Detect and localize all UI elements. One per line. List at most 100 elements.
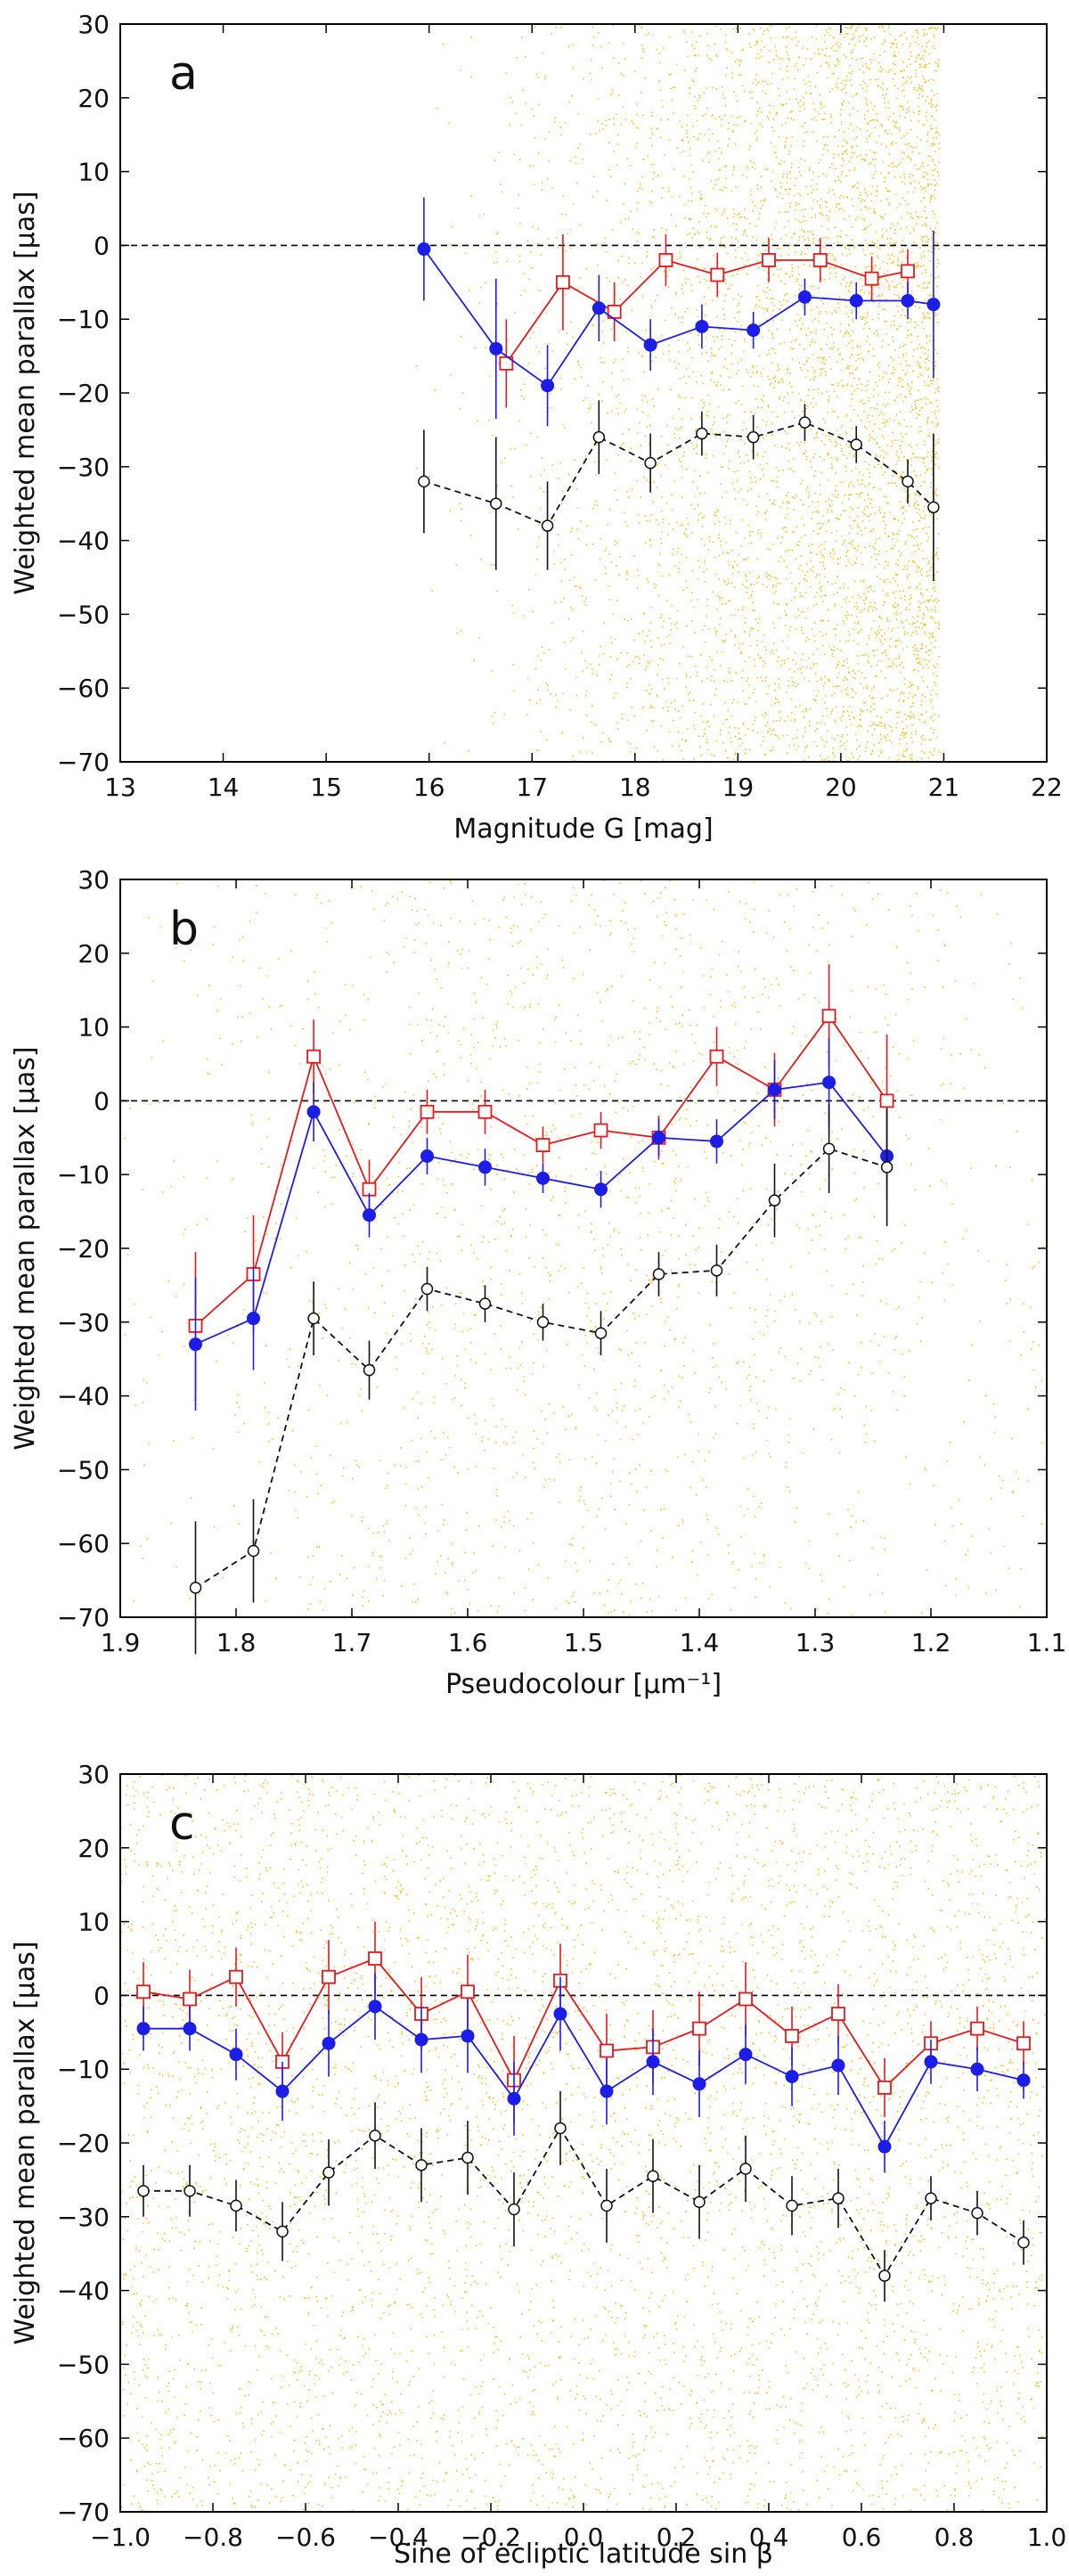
series-line-b: [195, 1148, 887, 1589]
data-point-square-b: [593, 1123, 608, 1138]
data-point-dot-b: [768, 1083, 781, 1097]
y-tick-label-c: 30: [78, 1760, 110, 1789]
y-tick-label-a: 0: [94, 231, 110, 260]
x-tick-label-b: 1.5: [564, 1628, 604, 1657]
data-point-dot-b: [652, 1131, 665, 1145]
series-black-open-circles-c: [137, 2091, 1030, 2302]
data-point-circle-b: [768, 1194, 781, 1206]
data-point-circle-b: [247, 1544, 260, 1558]
data-point-dot-b: [594, 1182, 608, 1197]
data-point-circle-a: [927, 501, 940, 514]
data-point-circle-b: [363, 1363, 376, 1377]
data-point-square-b: [821, 1009, 836, 1024]
data-point-square-a: [658, 253, 673, 267]
series-black-open-circles-b: [189, 1104, 894, 1655]
data-point-circle-c: [739, 2163, 752, 2175]
y-tick-label-a: −40: [57, 527, 110, 556]
data-point-circle-b: [420, 1282, 434, 1296]
y-tick-label-c: 20: [78, 1834, 110, 1863]
y-tick-label-a: 10: [78, 158, 110, 187]
x-tick-label-c: −0.2: [461, 2523, 521, 2552]
data-point-dot-c: [1016, 2073, 1031, 2088]
data-point-square-a: [901, 264, 915, 279]
data-point-circle-b: [536, 1316, 550, 1329]
x-tick-label-b: 1.4: [680, 1628, 720, 1657]
data-point-circle-c: [600, 2199, 613, 2212]
data-point-dot-a: [417, 242, 431, 257]
x-tick-label-b: 1.3: [796, 1628, 836, 1657]
data-point-dot-c: [553, 2007, 567, 2021]
data-point-dot-c: [739, 2048, 753, 2062]
data-point-square-a: [762, 253, 776, 267]
data-point-square-c: [229, 1969, 243, 1984]
plot-frame-b: [119, 879, 1048, 1618]
x-tick-label-a: 19: [722, 773, 755, 802]
data-point-dot-c: [877, 2139, 892, 2154]
data-point-circle-c: [786, 2199, 798, 2212]
data-point-dot-a: [592, 301, 606, 315]
y-tick-label-c: 0: [94, 1981, 110, 2010]
y-tick-label-a: −60: [57, 674, 110, 703]
data-point-circle-c: [878, 2269, 891, 2282]
x-tick-label-c: 1.0: [1027, 2523, 1067, 2552]
data-point-dot-a: [489, 341, 503, 356]
data-point-square-c: [600, 2043, 614, 2058]
data-point-dot-c: [924, 2055, 938, 2069]
data-point-circle-c: [832, 2192, 845, 2204]
x-tick-label-a: 16: [413, 773, 445, 802]
data-point-square-b: [709, 1049, 724, 1064]
y-tick-label-c: 10: [78, 1908, 110, 1937]
y-tick-label-a: −30: [57, 453, 110, 482]
data-point-dot-a: [747, 323, 761, 338]
x-tick-label-c: −0.6: [275, 2523, 336, 2552]
data-point-dot-c: [322, 2036, 336, 2050]
data-point-circle-c: [508, 2203, 520, 2216]
y-tick-label-a: −50: [57, 600, 110, 629]
series-blue-dots-a: [417, 197, 941, 427]
data-point-circle-b: [307, 1312, 320, 1325]
y-tick-label-b: −50: [57, 1455, 110, 1484]
data-point-dot-c: [692, 2077, 706, 2091]
data-point-square-b: [477, 1104, 493, 1119]
data-point-square-a: [555, 274, 570, 290]
x-tick-label-b: 1.9: [101, 1628, 141, 1657]
x-tick-label-a: 17: [516, 773, 548, 802]
data-point-square-b: [306, 1049, 322, 1064]
data-point-dot-c: [368, 1999, 382, 2014]
data-point-circle-c: [647, 2170, 659, 2183]
data-point-dot-b: [189, 1337, 202, 1352]
x-tick-label-a: 18: [619, 773, 651, 802]
y-tick-label-c: −10: [57, 2055, 110, 2084]
x-tick-label-a: 13: [104, 773, 136, 802]
data-point-circle-a: [902, 475, 914, 488]
x-tick-label-c: −0.4: [368, 2523, 428, 2552]
data-point-dot-a: [926, 298, 941, 312]
data-point-dot-c: [461, 2029, 475, 2043]
data-point-square-b: [879, 1093, 894, 1108]
y-tick-label-c: −60: [57, 2424, 110, 2453]
y-tick-label-b: 10: [78, 1013, 110, 1043]
data-point-square-c: [368, 1951, 382, 1966]
y-tick-label-a: −10: [57, 305, 110, 334]
x-tick-label-b: 1.6: [448, 1628, 488, 1657]
plot-frame-a: [119, 23, 1048, 763]
x-tick-label-c: 0.8: [934, 2523, 975, 2552]
data-point-circle-c: [925, 2192, 937, 2204]
y-tick-label-b: −40: [57, 1382, 110, 1411]
data-point-square-c: [461, 1984, 475, 1999]
background-scatter-b: [123, 879, 1047, 1617]
data-point-dot-c: [507, 2091, 521, 2106]
data-point-square-c: [831, 2007, 845, 2022]
data-point-circle-a: [592, 430, 606, 444]
y-tick-label-c: −50: [57, 2350, 110, 2379]
data-point-circle-a: [747, 430, 760, 444]
data-point-square-a: [812, 253, 828, 267]
data-point-circle-c: [369, 2129, 381, 2142]
data-point-circle-c: [461, 2151, 474, 2164]
background-points-a: [415, 24, 941, 762]
data-point-dot-a: [797, 290, 812, 304]
panel-letter-c: c: [169, 1797, 195, 1851]
x-axis-label-c: Sine of ecliptic latitude sin β: [394, 2539, 773, 2570]
series-blue-dots-b: [189, 1038, 894, 1411]
data-point-dot-c: [785, 2069, 799, 2083]
